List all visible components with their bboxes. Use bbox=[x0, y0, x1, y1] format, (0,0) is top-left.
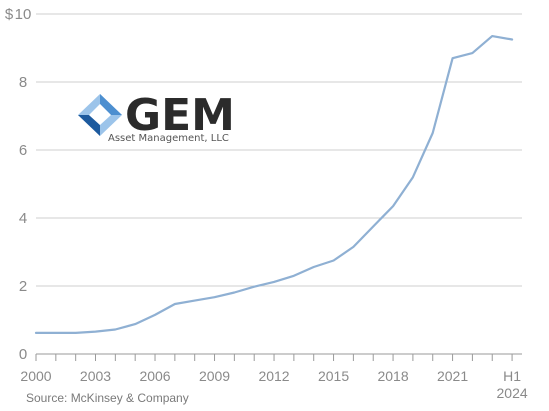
x-tick-label: H1 bbox=[503, 368, 521, 384]
logo-diamond-dark bbox=[78, 115, 100, 136]
y-tick-label: 6 bbox=[19, 142, 27, 159]
y-tick-label: 8 bbox=[19, 74, 27, 91]
x-tick-label: 2021 bbox=[437, 368, 468, 384]
y-tick-label: 4 bbox=[19, 210, 27, 227]
logo-diamond-mid bbox=[100, 94, 122, 115]
logo-diamond-core bbox=[89, 104, 111, 125]
x-tick-label: 2009 bbox=[199, 368, 230, 384]
logo-text: GEM bbox=[125, 90, 235, 141]
logo-subtext: Asset Management, LLC bbox=[108, 133, 229, 144]
y-tick-label: 2 bbox=[19, 278, 27, 295]
y-axis-ticks: 0 2 4 6 8 10$ bbox=[5, 6, 32, 363]
x-tick-label: 2000 bbox=[20, 368, 51, 384]
currency-symbol: $ bbox=[5, 6, 14, 23]
y-tick-label: 0 bbox=[19, 346, 27, 363]
x-tick-label: 2003 bbox=[80, 368, 111, 384]
y-tick-label: 10 bbox=[15, 6, 32, 23]
gem-logo: GEM Asset Management, LLC bbox=[78, 90, 235, 144]
x-tick-label: 2018 bbox=[377, 368, 408, 384]
series-line bbox=[34, 35, 514, 334]
source-note: Source: McKinsey & Company bbox=[26, 391, 189, 405]
x-tick-label: 2006 bbox=[139, 368, 170, 384]
x-tick-label-secondary: 2024 bbox=[497, 385, 528, 401]
x-tick-label: 2012 bbox=[258, 368, 289, 384]
grid-lines bbox=[36, 13, 522, 355]
x-tick-label: 2015 bbox=[318, 368, 349, 384]
